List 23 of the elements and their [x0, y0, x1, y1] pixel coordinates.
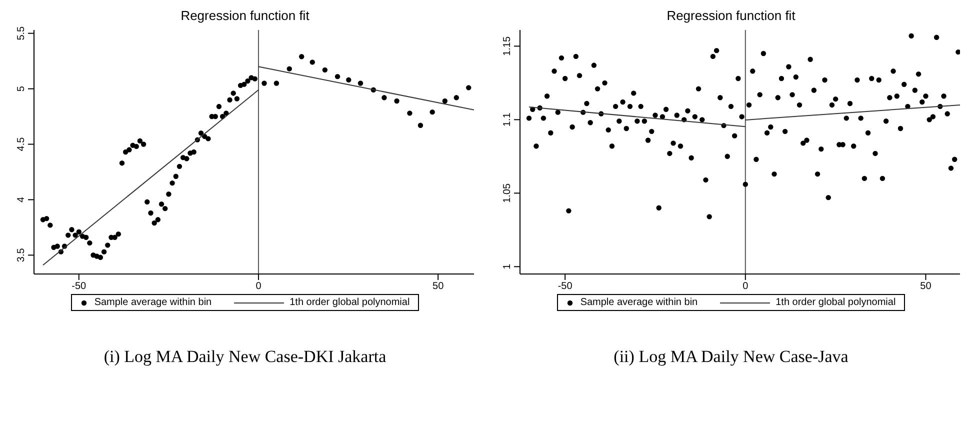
chart-title: Regression function fit	[180, 8, 310, 25]
legend-label: Sample average within bin	[580, 297, 698, 308]
text: (i) Log MA Daily New Case-DKI Jakarta	[102, 347, 388, 367]
x-tick-label: 50	[432, 281, 444, 292]
y-tick-label: 1.15	[502, 36, 513, 56]
y-tick-label: 3.5	[16, 248, 27, 262]
chart-title: Regression function fit	[666, 8, 796, 25]
x-tick-label: 0	[256, 281, 262, 292]
x-tick-label: 50	[920, 281, 932, 292]
y-tick-label: 1	[502, 263, 513, 270]
x-tick-label: -50	[72, 281, 87, 292]
y-tick-label: 5	[16, 86, 27, 92]
legend-label: Sample average within bin	[94, 297, 212, 308]
y-tick-label: 1.05	[502, 182, 513, 203]
y-tick-label: 4	[16, 196, 27, 202]
x-tick-label: 0	[742, 281, 749, 292]
legend-label: 1th order global polynomial	[290, 297, 410, 308]
text: (ii) Log MA Daily New Case-Java	[612, 347, 850, 367]
y-tick-label: 1.1	[502, 112, 513, 127]
legend-label: 1th order global polynomial	[776, 297, 896, 308]
x-tick-label: -50	[558, 281, 573, 292]
y-tick-label: 4.5	[16, 136, 27, 152]
y-tick-label: 5.5	[16, 26, 27, 40]
